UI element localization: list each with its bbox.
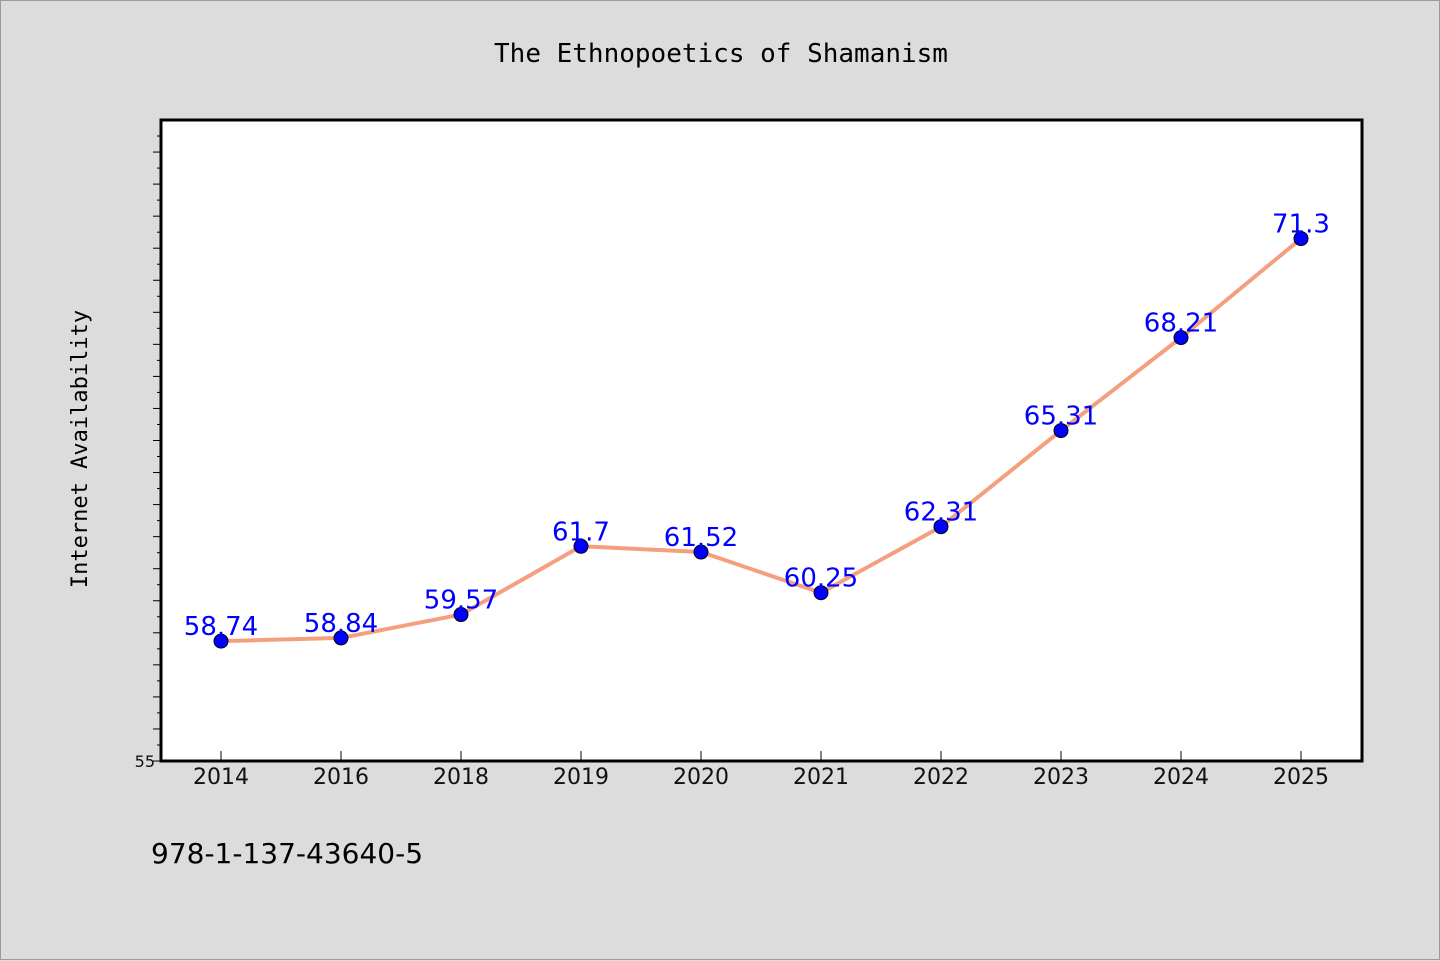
data-label: 68.21 xyxy=(1144,309,1218,339)
y-axis-label: Internet Availability xyxy=(68,310,93,588)
data-point xyxy=(573,538,589,554)
data-point xyxy=(693,544,709,560)
data-point xyxy=(1293,231,1309,247)
series-line xyxy=(219,236,1303,644)
data-label: 61.52 xyxy=(664,523,738,553)
isbn-footer: 978-1-137-43640-5 xyxy=(151,837,423,870)
data-point xyxy=(333,630,349,646)
x-tick-label: 2024 xyxy=(1153,765,1209,790)
data-label: 59.57 xyxy=(424,586,498,616)
data-point xyxy=(1053,423,1069,439)
data-point xyxy=(453,607,469,623)
x-axis-ticks: 2014 2016 2018 2019 2020 2021 2022 2023 2024 2025 xyxy=(193,751,1329,790)
data-label: 58.74 xyxy=(184,612,258,642)
data-label: 58.84 xyxy=(304,609,378,639)
data-label: 62.31 xyxy=(904,498,978,528)
data-label: 61.7 xyxy=(552,517,610,547)
data-point xyxy=(813,585,829,601)
data-label: 60.25 xyxy=(784,564,858,594)
y-axis-ticks: 55 xyxy=(135,135,161,771)
x-tick-label: 2019 xyxy=(553,765,609,790)
x-tick-label: 2014 xyxy=(193,765,249,790)
x-tick-label: 2020 xyxy=(673,765,729,790)
x-tick-label: 2018 xyxy=(433,765,489,790)
plot-area xyxy=(159,118,1364,763)
data-point xyxy=(933,519,949,535)
data-point xyxy=(1173,330,1189,346)
chart-title: The Ethnopoetics of Shamanism xyxy=(494,39,948,69)
data-labels: 58.74 58.84 59.57 61.7 61.52 60.25 62.31 65.31 6… xyxy=(184,210,1330,643)
x-tick-label: 2022 xyxy=(913,765,969,790)
data-point xyxy=(213,633,229,649)
x-tick-label: 2021 xyxy=(793,765,849,790)
series-layer xyxy=(213,231,1309,649)
x-tick-label: 2023 xyxy=(1033,765,1089,790)
x-tick-label: 2016 xyxy=(313,765,369,790)
x-tick-label: 2025 xyxy=(1273,765,1329,790)
data-label: 71.3 xyxy=(1272,210,1330,240)
data-label: 65.31 xyxy=(1024,402,1098,432)
y-tick-label: 55 xyxy=(135,752,155,771)
